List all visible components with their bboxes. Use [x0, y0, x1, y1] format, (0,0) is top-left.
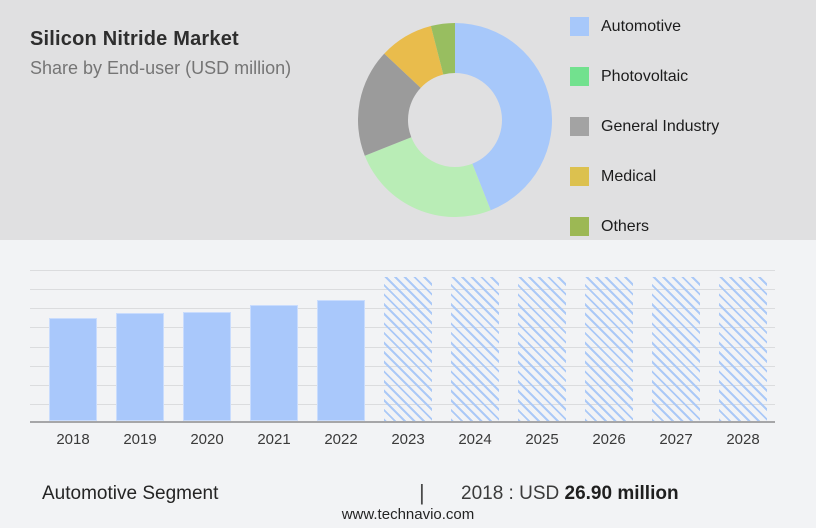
x-tick-2019: 2019	[123, 431, 157, 448]
forecast-bar-2024	[451, 277, 499, 421]
legend-label: Others	[601, 217, 650, 235]
bar-chart-plot	[30, 270, 775, 423]
legend-item-automotive: Automotive	[570, 17, 719, 36]
caption-row: Automotive Segment | 2018 : USD 26.90 mi…	[0, 480, 816, 509]
bar-2021	[250, 305, 298, 421]
donut-slice-photovoltaic	[364, 137, 491, 217]
legend-label: General Industry	[601, 117, 720, 135]
legend: Automotive Photovoltaic General Industry Me…	[570, 17, 719, 267]
bar-2022	[317, 300, 365, 421]
x-tick-2024: 2024	[458, 431, 492, 448]
legend-swatch-photovoltaic	[570, 67, 589, 86]
forecast-bar-2027	[652, 277, 700, 421]
legend-swatch-automotive	[570, 17, 589, 36]
legend-label: Automotive	[601, 17, 682, 35]
x-tick-2022: 2022	[324, 431, 358, 448]
x-tick-2023: 2023	[391, 431, 425, 448]
forecast-bar-2026	[585, 277, 633, 421]
x-tick-2020: 2020	[190, 431, 224, 448]
legend-label: Photovoltaic	[601, 67, 689, 85]
legend-item-general-industry: General Industry	[570, 117, 719, 136]
caption-divider: |	[419, 480, 425, 505]
x-tick-2018: 2018	[56, 431, 90, 448]
stat-value: 26.90 million	[564, 483, 679, 504]
bar-2018	[49, 318, 97, 421]
legend-swatch-general-industry	[570, 117, 589, 136]
donut-slice-general-industry	[358, 53, 421, 156]
x-tick-2026: 2026	[592, 431, 626, 448]
page-subtitle: Share by End-user (USD million)	[30, 58, 292, 78]
x-axis-labels: 2018 2019 2020 2021 2022 2023 2024 2025 2026 2027…	[30, 431, 775, 449]
donut-chart	[358, 23, 552, 217]
legend-item-others: Others	[570, 217, 719, 236]
segment-stat: 2018 : USD 26.90 million	[461, 483, 679, 505]
legend-swatch-medical	[570, 167, 589, 186]
x-tick-2021: 2021	[257, 431, 291, 448]
stat-prefix: 2018 : USD	[461, 483, 560, 504]
x-tick-2027: 2027	[659, 431, 693, 448]
bar-2020	[183, 312, 231, 421]
donut-slice-others	[430, 23, 455, 75]
x-tick-2025: 2025	[525, 431, 559, 448]
legend-swatch-others	[570, 217, 589, 236]
forecast-bar-2028	[719, 277, 767, 421]
gridline	[30, 270, 775, 271]
header-panel: Silicon Nitride Market Share by End-user…	[0, 0, 816, 240]
bar-2019	[116, 313, 164, 421]
segment-label: Automotive Segment	[42, 483, 219, 504]
forecast-bar-2025	[518, 277, 566, 421]
title-block: Silicon Nitride Market Share by End-user…	[30, 28, 291, 79]
legend-item-photovoltaic: Photovoltaic	[570, 67, 719, 86]
x-tick-2028: 2028	[726, 431, 760, 448]
donut-slice-medical	[384, 26, 444, 88]
donut-slice-automotive	[455, 23, 552, 211]
legend-item-medical: Medical	[570, 167, 719, 186]
legend-label: Medical	[601, 167, 657, 185]
website-link[interactable]: www.technavio.com	[341, 506, 475, 523]
forecast-bar-2023	[384, 277, 432, 421]
page-title: Silicon Nitride Market	[30, 28, 239, 50]
